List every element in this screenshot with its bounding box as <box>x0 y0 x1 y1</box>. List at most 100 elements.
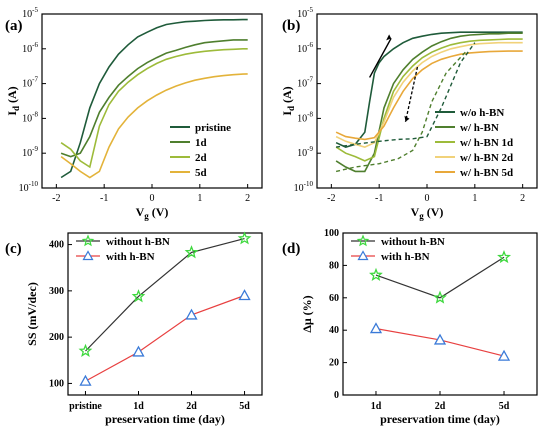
x-axis-label-text: Vg (V) <box>411 205 444 221</box>
legend-label: w/ h-BN 1d <box>460 137 513 149</box>
series-line-3 <box>335 41 523 148</box>
panel-3: (d) 1d 2d 5d 0 20 40 60 80 100 preservation time (… <box>282 228 538 426</box>
legend-label: w/ h-BN 5d <box>460 167 513 179</box>
reverse-sweep-arrow <box>404 66 419 122</box>
series-line-1 <box>60 39 248 158</box>
panel-label: (a) <box>5 18 23 34</box>
y-tick-label: 10-10 <box>294 180 314 194</box>
y-tick-label: 20 <box>329 358 339 369</box>
star-marker <box>184 245 199 259</box>
reverse-sweep-arrowhead <box>404 115 410 122</box>
x-axis-label: Vg (V) <box>136 205 169 221</box>
y-tick-label: 40 <box>329 325 339 336</box>
x-tick-label: 1d <box>133 401 144 412</box>
series-line-1 <box>85 294 245 382</box>
triangle-marker <box>185 308 198 320</box>
y-tick-label: 10-7 <box>22 76 38 90</box>
triangle-marker <box>79 374 92 386</box>
y-tick-label: 10-10 <box>19 180 39 194</box>
y-tick-label: 200 <box>49 332 64 343</box>
panel-label: (d) <box>282 241 300 257</box>
y-tick-label: 80 <box>329 260 339 271</box>
forward-sweep-arrowhead <box>386 34 392 41</box>
star-marker <box>237 231 252 245</box>
y-tick-label: 100 <box>49 378 64 389</box>
legend-label: with h-BN <box>381 251 430 263</box>
panel-2: (c) pristine 1d 2d 5d 100 200 300 400 preservatio… <box>5 231 263 426</box>
triangle-marker <box>238 289 251 301</box>
y-tick-label: 300 <box>49 286 64 297</box>
x-axis-label-text: Vg (V) <box>136 205 169 221</box>
legend-label: 5d <box>195 167 207 179</box>
triangle-marker <box>497 349 511 361</box>
panel-label: (c) <box>5 241 22 257</box>
triangle-marker <box>369 322 383 334</box>
y-axis-label: Id (A) <box>280 86 296 115</box>
y-axis-label-text: Id (A) <box>280 86 296 115</box>
y-axis-label: SS (mV/dec) <box>25 282 39 346</box>
legend-triangle-marker <box>357 250 369 261</box>
plot-frame <box>67 232 263 396</box>
x-tick-label: 1d <box>371 401 382 412</box>
series-line-2 <box>335 38 523 162</box>
star-marker <box>78 343 93 357</box>
triangle-marker <box>433 333 447 345</box>
panel-0: (a) -2 -1 0 1 2 10-10 10-9 10-8 10-7 10-6 10-5 Vg (V… <box>5 6 263 221</box>
x-tick-label: 5d <box>499 401 510 412</box>
y-tick-label: 10-8 <box>22 110 38 124</box>
x-tick-label: 2d <box>186 401 197 412</box>
x-tick-label: 2d <box>435 401 446 412</box>
x-tick-label: 1 <box>472 193 477 204</box>
y-tick-label: 100 <box>324 228 339 239</box>
y-tick-label: 10-6 <box>22 41 38 55</box>
x-tick-label: -1 <box>100 193 108 204</box>
y-tick-label: 10-6 <box>297 41 313 55</box>
panel-label: (b) <box>282 18 300 34</box>
legend-label: w/ h-BN 2d <box>460 152 513 164</box>
legend-label: with h-BN <box>106 251 155 263</box>
reverse-sweep-line-1 <box>335 51 466 173</box>
legend-triangle-marker <box>82 250 94 261</box>
series-line-2 <box>60 48 248 169</box>
legend-label: without h-BN <box>106 236 170 248</box>
x-tick-label: 0 <box>425 193 430 204</box>
legend-label: w/o h-BN <box>460 107 504 119</box>
x-axis-label: Vg (V) <box>411 205 444 221</box>
star-marker <box>369 267 383 282</box>
y-tick-label: 60 <box>329 293 339 304</box>
triangle-marker <box>132 345 145 357</box>
legend-label: 2d <box>195 152 207 164</box>
series-line-0 <box>60 18 248 179</box>
y-tick-label: 10-9 <box>297 145 313 159</box>
y-axis-label: Δμ (%) <box>300 295 314 332</box>
forward-sweep-arrow <box>368 37 392 78</box>
legend-star-marker <box>81 234 95 247</box>
y-tick-label: 10-5 <box>22 6 38 20</box>
x-tick-label: pristine <box>69 401 102 412</box>
legend-label: 1d <box>195 137 207 149</box>
star-marker <box>497 250 512 264</box>
y-tick-label: 400 <box>49 240 64 251</box>
x-axis-label: preservation time (day) <box>380 412 500 426</box>
y-axis-label-text: Δμ (%) <box>300 295 314 332</box>
y-tick-label: 10-5 <box>297 6 313 20</box>
x-tick-label: 1 <box>197 193 202 204</box>
x-tick-label: 2 <box>245 193 250 204</box>
series-line-0 <box>85 238 245 352</box>
series-line-0 <box>375 256 505 299</box>
y-tick-label: 0 <box>334 390 339 401</box>
panel-1: (b) -2 -1 0 1 2 10-10 10-9 10-8 10-7 10-6 10-5 Vg (V… <box>280 6 538 221</box>
y-tick-label: 10-7 <box>297 76 313 90</box>
x-tick-label: 0 <box>150 193 155 204</box>
x-tick-label: -2 <box>327 193 335 204</box>
series-line-3 <box>60 73 248 179</box>
reverse-sweep-line-0 <box>335 42 476 148</box>
x-axis-label: preservation time (day) <box>105 412 225 426</box>
y-tick-label: 10-8 <box>297 110 313 124</box>
y-tick-label: 10-9 <box>22 145 38 159</box>
y-axis-label-text: SS (mV/dec) <box>25 282 39 346</box>
x-tick-label: -2 <box>52 193 60 204</box>
legend-label: w/ h-BN <box>460 122 499 134</box>
legend-label: pristine <box>195 122 231 134</box>
